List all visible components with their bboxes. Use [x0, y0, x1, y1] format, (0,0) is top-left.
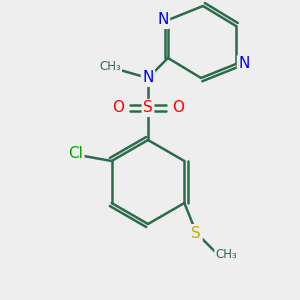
Text: S: S: [191, 226, 201, 241]
Text: N: N: [238, 56, 250, 71]
Text: S: S: [143, 100, 153, 116]
Text: N: N: [157, 13, 169, 28]
Text: O: O: [172, 100, 184, 116]
Text: O: O: [112, 100, 124, 116]
Text: CH₃: CH₃: [215, 248, 237, 262]
Text: CH₃: CH₃: [99, 59, 121, 73]
Text: Cl: Cl: [68, 146, 83, 161]
Text: N: N: [142, 70, 154, 86]
